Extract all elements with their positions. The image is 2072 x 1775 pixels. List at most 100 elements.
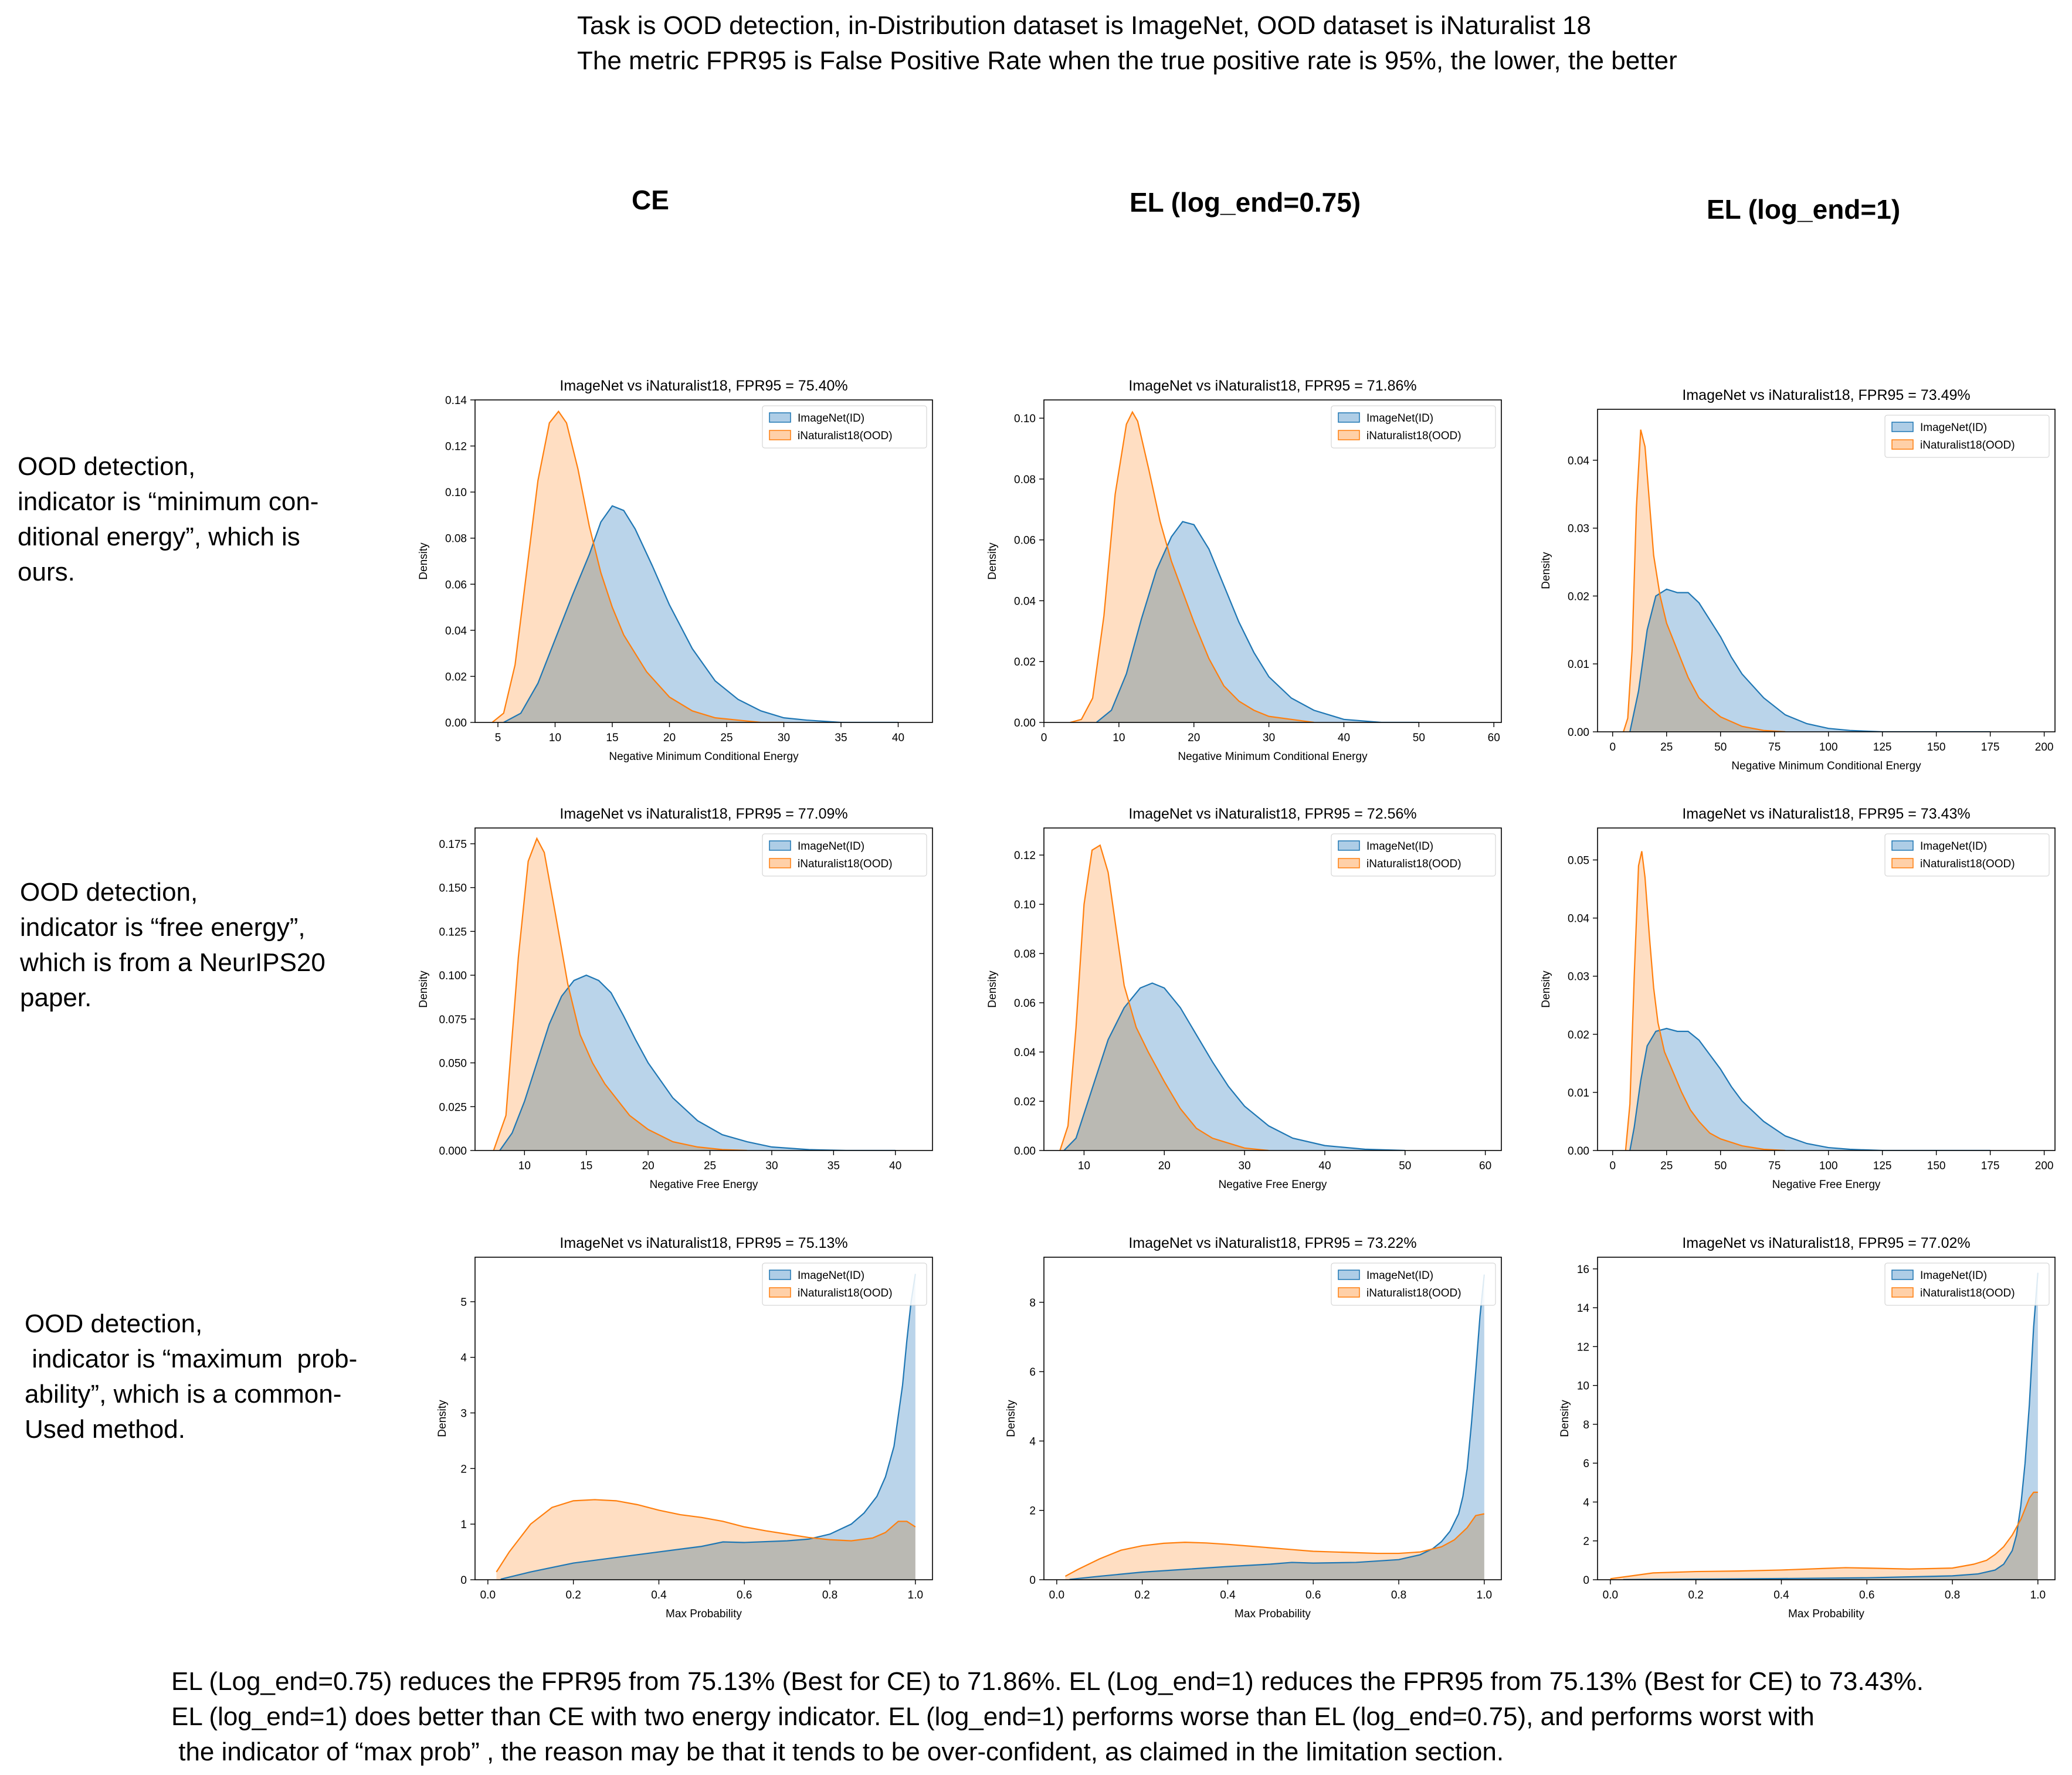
x-tick-label: 25 [720,732,733,744]
legend-label-ood: iNaturalist18(OOD) [1366,1287,1461,1299]
id-density-line [499,974,896,1150]
axes-frame [1043,1257,1502,1580]
y-tick-label: 14 [1577,1302,1590,1315]
x-tick-label: 75 [1768,741,1781,754]
x-tick-label: 5 [495,732,501,744]
row-label-free-energy: OOD detection, indicator is “free energy… [20,875,395,1016]
x-tick-label: 175 [1981,741,2000,754]
chart-title: ImageNet vs iNaturalist18, FPR95 = 72.56… [1128,806,1416,822]
x-tick-label: 1.0 [2030,1589,2046,1601]
x-tick-label: 50 [1714,1160,1727,1172]
id-density-line [1096,521,1419,722]
legend-swatch-ood [1891,439,1914,450]
x-tick-label: 40 [889,1160,901,1172]
x-tick-label: 50 [1413,732,1425,744]
x-tick-label: 200 [2035,1160,2054,1172]
id-density-line [1623,1272,2039,1580]
plot-el1-free-energy: 0 25 50 75 100 125 150 175 200 0.00 0.01 0.02 0.03 0.… [1527,799,2067,1209]
x-tick-label: 0.8 [822,1589,837,1601]
x-tick-label: 125 [1873,1160,1892,1172]
column-header-el-1: EL (log_end=1) [1707,194,1901,225]
axes-frame [474,827,933,1151]
y-tick-label: 0.03 [1568,523,1589,535]
row-label-line: ability”, which is a common- [25,1380,342,1409]
y-tick-label: 2 [1029,1505,1036,1518]
id-density-line [1063,982,1405,1150]
y-tick-label: 0.02 [1014,1096,1036,1108]
row-label-line: OOD detection, [25,1309,203,1338]
axes-frame [1043,399,1502,723]
y-tick-label: 0.14 [445,395,467,407]
legend-swatch-ood [1891,858,1914,868]
legend-label-id: ImageNet(ID) [798,840,864,853]
axes-frame [1597,1257,2056,1580]
y-axis-label: Density [418,542,430,580]
y-axis-label: Density [1559,1400,1571,1437]
row-label-line: ours. [18,558,75,586]
legend-label-ood: iNaturalist18(OOD) [1920,1287,2015,1299]
plot-el075-max-prob: 0.0 0.2 0.4 0.6 0.8 1.0 0 2 4 6 8 ImageNet vs iNatu… [974,1228,1513,1638]
density-chart: 5 10 15 20 25 30 35 40 0.00 0.02 0.04 0.06 0.08 0.10 0… [418,378,933,763]
x-tick-label: 0.4 [1773,1589,1789,1601]
y-axis-label: Density [1540,970,1552,1008]
header-line-1: Task is OOD detection, in-Distribution d… [577,11,1591,40]
x-tick-label: 50 [1714,741,1727,754]
ood-density-line [1610,1491,2038,1580]
ood-density-line [1064,1513,1485,1577]
row-label-max-prob: OOD detection, indicator is “maximum pro… [25,1306,400,1447]
y-tick-label: 1 [460,1519,467,1531]
ood-density-fill [1065,1513,1484,1580]
ood-density-fill [1070,412,1314,722]
plot-el1-min-cond-energy: 0 25 50 75 100 125 150 175 200 0.00 0.01 0.02 0.03 0.… [1527,380,2067,790]
x-tick-label: 10 [518,1160,531,1172]
plot-area [1610,1272,2039,1580]
x-tick-label: 10 [1078,1160,1090,1172]
chart-title: ImageNet vs iNaturalist18, FPR95 = 77.02… [1682,1235,1970,1251]
y-tick-label: 0 [1029,1574,1036,1587]
footer-line-2: EL (log_end=1) does better than CE with … [171,1702,1815,1731]
chart-title: ImageNet vs iNaturalist18, FPR95 = 75.13… [559,1235,847,1251]
legend-swatch-id [1338,1270,1360,1280]
y-tick-label: 6 [1583,1458,1589,1470]
density-chart: 10 15 20 25 30 35 40 0.000 0.025 0.050 0.075 0.100 0… [418,806,933,1191]
x-tick-label: 150 [1927,1160,1946,1172]
x-axis-label: Negative Free Energy [650,1179,758,1191]
legend-label-id: ImageNet(ID) [1366,840,1433,853]
ood-density-line [496,1499,916,1573]
y-axis-label: Density [1005,1400,1018,1437]
legend-label-id: ImageNet(ID) [1920,422,1987,434]
legend-box [762,1262,927,1306]
plot-area [493,837,896,1150]
y-tick-label: 0.05 [1568,855,1589,867]
y-tick-label: 0.04 [445,625,467,637]
x-tick-label: 0.0 [480,1589,496,1601]
legend-box [762,405,927,449]
x-tick-label: 75 [1768,1160,1781,1172]
legend-swatch-id [1891,840,1914,851]
x-tick-label: 20 [1188,732,1200,744]
x-tick-label: 20 [642,1160,655,1172]
y-tick-label: 6 [1029,1366,1036,1379]
axes-frame [1043,827,1502,1151]
y-tick-label: 4 [460,1352,467,1365]
plot-ce-min-cond-energy: 5 10 15 20 25 30 35 40 0.00 0.02 0.04 0.06 0.08 0.10 0… [405,371,944,781]
x-tick-label: 60 [1488,732,1500,744]
y-tick-label: 0.025 [439,1101,467,1114]
row-label-line: OOD detection, [20,878,198,907]
id-density-fill [1069,1274,1484,1580]
y-tick-label: 0.00 [1014,717,1036,729]
density-chart: 0 25 50 75 100 125 150 175 200 0.00 0.01 0.02 0.03 0.… [1540,806,2056,1191]
x-tick-label: 125 [1873,741,1892,754]
x-tick-label: 30 [778,732,790,744]
row-label-min-cond-energy: OOD detection, indicator is “minimum con… [18,449,393,590]
legend-swatch-ood [1891,1287,1914,1298]
legend-label-id: ImageNet(ID) [798,412,864,425]
x-tick-label: 0.6 [1305,1589,1321,1601]
y-tick-label: 0.08 [1014,948,1036,961]
density-chart: 0.0 0.2 0.4 0.6 0.8 1.0 0 1 2 3 4 5 ImageNet vs iNat… [436,1235,933,1620]
y-tick-label: 16 [1577,1264,1589,1276]
id-density-line [1629,588,1990,732]
y-tick-label: 2 [1583,1536,1589,1548]
x-tick-label: 50 [1399,1160,1411,1172]
legend-swatch-ood [769,1287,791,1298]
